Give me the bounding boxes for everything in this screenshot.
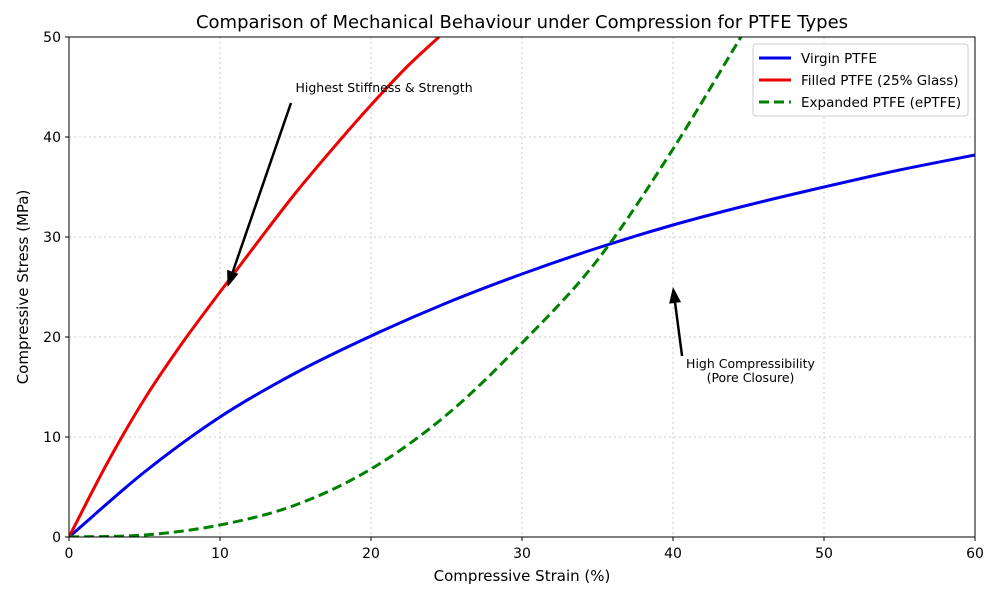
y-tick-label: 10 <box>43 430 61 446</box>
x-axis-label: Compressive Strain (%) <box>434 567 611 585</box>
series-line-1 <box>69 153 975 537</box>
annotation-stiffness-arrow-line <box>231 102 293 273</box>
annotation-stiffness-arrow-head <box>227 269 239 287</box>
legend-label-1: Virgin PTFE <box>801 51 877 67</box>
y-tick-label: 50 <box>43 30 61 46</box>
y-axis-label: Compressive Stress (MPa) <box>14 190 32 385</box>
x-tick-label: 10 <box>211 546 229 562</box>
legend-box <box>752 43 969 117</box>
series-line-3 <box>69 37 743 537</box>
chart-title: Comparison of Mechanical Behaviour under… <box>196 12 848 33</box>
legend: Virgin PTFE Filled PTFE (25% Glass) Expand… <box>752 43 969 117</box>
annotations: Highest Stiffness & Strength High Compres… <box>227 80 816 385</box>
annotation-compressibility-arrow-line <box>673 302 684 357</box>
legend-label-2: Filled PTFE (25% Glass) <box>801 73 959 89</box>
y-tick-label: 40 <box>43 130 61 146</box>
series-line-2 <box>69 37 440 537</box>
x-tick-label: 60 <box>966 546 984 562</box>
y-tick-label: 20 <box>43 330 61 346</box>
x-tick-label: 20 <box>362 546 380 562</box>
annotation-compressibility-text: High Compressibility (Pore Closure) <box>686 356 815 385</box>
x-tick-label: 0 <box>65 546 74 562</box>
axis-ticks: 0 10 20 30 40 50 60 0 10 20 30 40 50 <box>43 30 984 562</box>
series-layer <box>69 37 975 537</box>
y-tick-label: 30 <box>43 230 61 246</box>
legend-label-3: Expanded PTFE (ePTFE) <box>801 95 961 111</box>
x-tick-label: 50 <box>815 546 833 562</box>
y-tick-label: 0 <box>52 530 61 546</box>
x-tick-label: 40 <box>664 546 682 562</box>
x-tick-label: 30 <box>513 546 531 562</box>
annotation-compressibility-arrow-head <box>669 287 682 304</box>
annotation-stiffness-text: Highest Stiffness & Strength <box>296 80 473 95</box>
